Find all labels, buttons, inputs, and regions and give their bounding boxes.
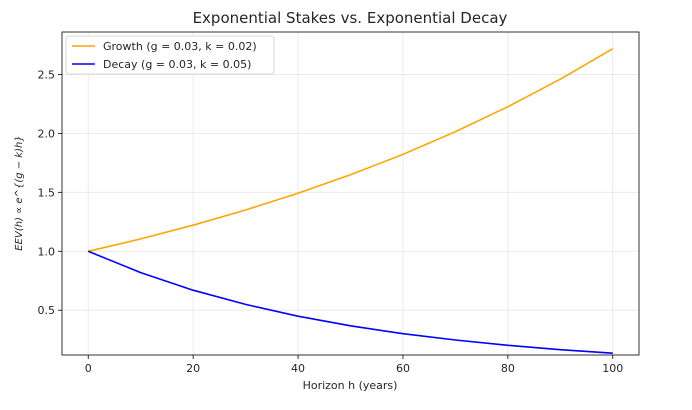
legend-label-decay: Decay (g = 0.03, k = 0.05) [103, 58, 251, 71]
plot-background [62, 32, 639, 355]
decay-series-line [87, 250, 613, 354]
x-tick-label: 60 [396, 362, 410, 375]
legend-label-growth: Growth (g = 0.03, k = 0.02) [103, 40, 257, 53]
y-axis-label: EEV(h) ∝ e^{(g − k)h} [14, 135, 25, 250]
x-tick-label: 20 [186, 362, 200, 375]
y-tick-label: 1.0 [38, 245, 56, 258]
x-tick-label: 80 [501, 362, 515, 375]
chart-title: Exponential Stakes vs. Exponential Decay [193, 9, 508, 27]
legend-box [65, 35, 275, 75]
x-tick-label: 0 [85, 362, 92, 375]
y-tick-label: 2.0 [38, 127, 56, 140]
x-tick-label: 40 [291, 362, 305, 375]
y-tick-label: 1.5 [38, 186, 56, 199]
growth-series-line [88, 48, 614, 253]
series-lines [87, 48, 614, 354]
y-tick-label: 2.5 [38, 68, 56, 81]
x-axis-ticks: 0 20 40 60 80 100 [85, 355, 623, 375]
plot-frame [61, 31, 640, 356]
grid-lines [62, 32, 639, 355]
x-tick-label: 100 [602, 362, 623, 375]
x-axis-label: Horizon h (years) [303, 379, 398, 392]
y-axis-ticks: 0.5 1.0 1.5 2.0 2.5 [38, 68, 62, 317]
legend: Growth (g = 0.03, k = 0.02) Decay (g = 0… [65, 35, 275, 75]
y-tick-label: 0.5 [38, 304, 56, 317]
